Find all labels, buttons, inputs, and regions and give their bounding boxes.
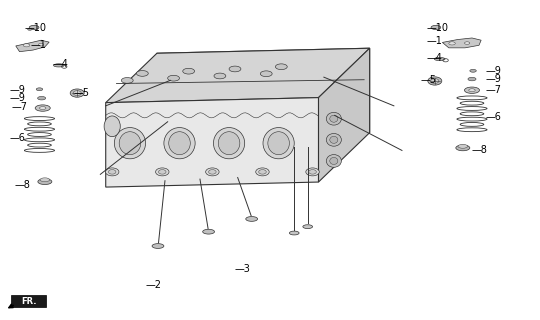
Text: —10: —10 xyxy=(426,23,448,33)
Ellipse shape xyxy=(208,170,216,174)
Ellipse shape xyxy=(289,231,299,235)
Ellipse shape xyxy=(309,170,316,174)
Ellipse shape xyxy=(152,244,164,248)
Ellipse shape xyxy=(218,132,240,155)
Ellipse shape xyxy=(326,133,341,146)
Ellipse shape xyxy=(229,66,241,72)
Ellipse shape xyxy=(330,115,338,122)
Ellipse shape xyxy=(306,168,319,176)
Ellipse shape xyxy=(29,25,39,29)
Ellipse shape xyxy=(468,77,476,81)
Ellipse shape xyxy=(23,44,30,47)
Text: —1: —1 xyxy=(31,40,46,50)
Text: —9: —9 xyxy=(9,85,25,95)
Ellipse shape xyxy=(456,145,470,151)
Text: —5: —5 xyxy=(73,88,90,98)
Ellipse shape xyxy=(122,77,133,83)
Ellipse shape xyxy=(183,68,194,74)
Text: —4: —4 xyxy=(52,60,68,69)
Ellipse shape xyxy=(246,217,258,221)
Ellipse shape xyxy=(263,128,294,159)
Ellipse shape xyxy=(464,42,470,44)
Ellipse shape xyxy=(214,73,226,79)
Ellipse shape xyxy=(167,75,179,81)
Polygon shape xyxy=(442,38,481,48)
Ellipse shape xyxy=(35,105,50,111)
Text: FR.: FR. xyxy=(21,297,37,306)
Polygon shape xyxy=(157,48,370,138)
Ellipse shape xyxy=(104,116,120,137)
Ellipse shape xyxy=(470,69,476,72)
Ellipse shape xyxy=(73,91,81,95)
Text: —10: —10 xyxy=(24,23,46,33)
Ellipse shape xyxy=(469,89,475,92)
Text: —7: —7 xyxy=(485,85,502,95)
Ellipse shape xyxy=(156,168,169,176)
Ellipse shape xyxy=(206,168,219,176)
Text: —4: —4 xyxy=(426,53,442,63)
Ellipse shape xyxy=(119,132,141,155)
Ellipse shape xyxy=(434,57,445,60)
Ellipse shape xyxy=(275,64,287,69)
Ellipse shape xyxy=(39,107,46,109)
Ellipse shape xyxy=(164,128,195,159)
Text: —9: —9 xyxy=(485,66,501,76)
Ellipse shape xyxy=(168,132,190,155)
Ellipse shape xyxy=(326,155,341,167)
Text: —9: —9 xyxy=(485,74,501,84)
Ellipse shape xyxy=(431,79,439,84)
Polygon shape xyxy=(11,295,46,307)
Ellipse shape xyxy=(38,44,44,46)
Polygon shape xyxy=(16,40,49,52)
Text: —5: —5 xyxy=(421,75,437,85)
Ellipse shape xyxy=(213,128,245,159)
Ellipse shape xyxy=(202,229,214,234)
Ellipse shape xyxy=(330,136,338,143)
Polygon shape xyxy=(106,48,370,103)
Text: —6: —6 xyxy=(485,112,501,122)
Ellipse shape xyxy=(464,87,480,93)
Ellipse shape xyxy=(36,88,43,91)
Ellipse shape xyxy=(137,70,148,76)
Ellipse shape xyxy=(109,170,116,174)
Ellipse shape xyxy=(303,225,313,228)
Polygon shape xyxy=(319,48,370,182)
Ellipse shape xyxy=(330,157,338,164)
Ellipse shape xyxy=(428,77,442,85)
Ellipse shape xyxy=(268,132,289,155)
Ellipse shape xyxy=(259,170,266,174)
Text: —1: —1 xyxy=(426,36,442,46)
Text: —3: —3 xyxy=(235,264,251,274)
Text: —8: —8 xyxy=(15,180,30,190)
Text: —9: —9 xyxy=(9,93,25,103)
Text: —8: —8 xyxy=(472,146,488,156)
Ellipse shape xyxy=(458,144,468,148)
Ellipse shape xyxy=(256,168,269,176)
Ellipse shape xyxy=(28,28,32,30)
Text: —6: —6 xyxy=(9,133,25,143)
Polygon shape xyxy=(106,98,319,187)
Ellipse shape xyxy=(38,96,46,100)
Ellipse shape xyxy=(114,128,146,159)
Ellipse shape xyxy=(326,112,341,125)
Ellipse shape xyxy=(105,168,119,176)
Ellipse shape xyxy=(38,179,52,185)
Ellipse shape xyxy=(159,170,166,174)
Text: —7: —7 xyxy=(12,102,28,112)
Ellipse shape xyxy=(449,42,455,45)
Ellipse shape xyxy=(53,64,64,67)
Text: —2: —2 xyxy=(145,280,161,290)
Ellipse shape xyxy=(431,25,441,29)
Ellipse shape xyxy=(260,71,272,76)
Ellipse shape xyxy=(40,178,50,182)
Ellipse shape xyxy=(70,89,84,97)
